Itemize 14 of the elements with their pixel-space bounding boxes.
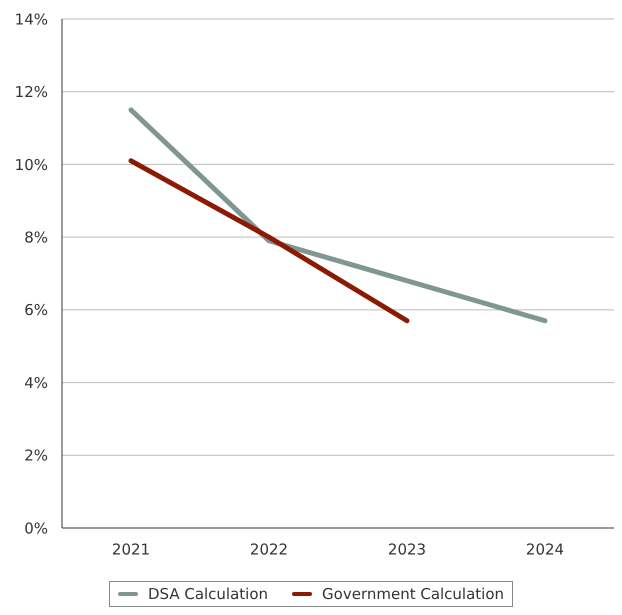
y-tick-label: 10% bbox=[14, 156, 48, 174]
x-tick-label: 2023 bbox=[388, 540, 426, 559]
x-tick-label: 2024 bbox=[526, 540, 564, 559]
legend-label: Government Calculation bbox=[321, 585, 504, 603]
y-tick-label: 0% bbox=[24, 519, 48, 538]
y-tick-label: 4% bbox=[24, 374, 48, 392]
legend-label: DSA Calculation bbox=[146, 585, 268, 603]
y-tick-label: 6% bbox=[24, 301, 48, 320]
y-tick-label: 2% bbox=[24, 446, 48, 465]
y-tick-label: 8% bbox=[24, 228, 48, 246]
x-tick-label: 2021 bbox=[112, 540, 150, 559]
x-tick-label: 2022 bbox=[250, 540, 288, 559]
y-tick-label: 14% bbox=[14, 10, 48, 28]
y-tick-label: 12% bbox=[14, 83, 48, 102]
